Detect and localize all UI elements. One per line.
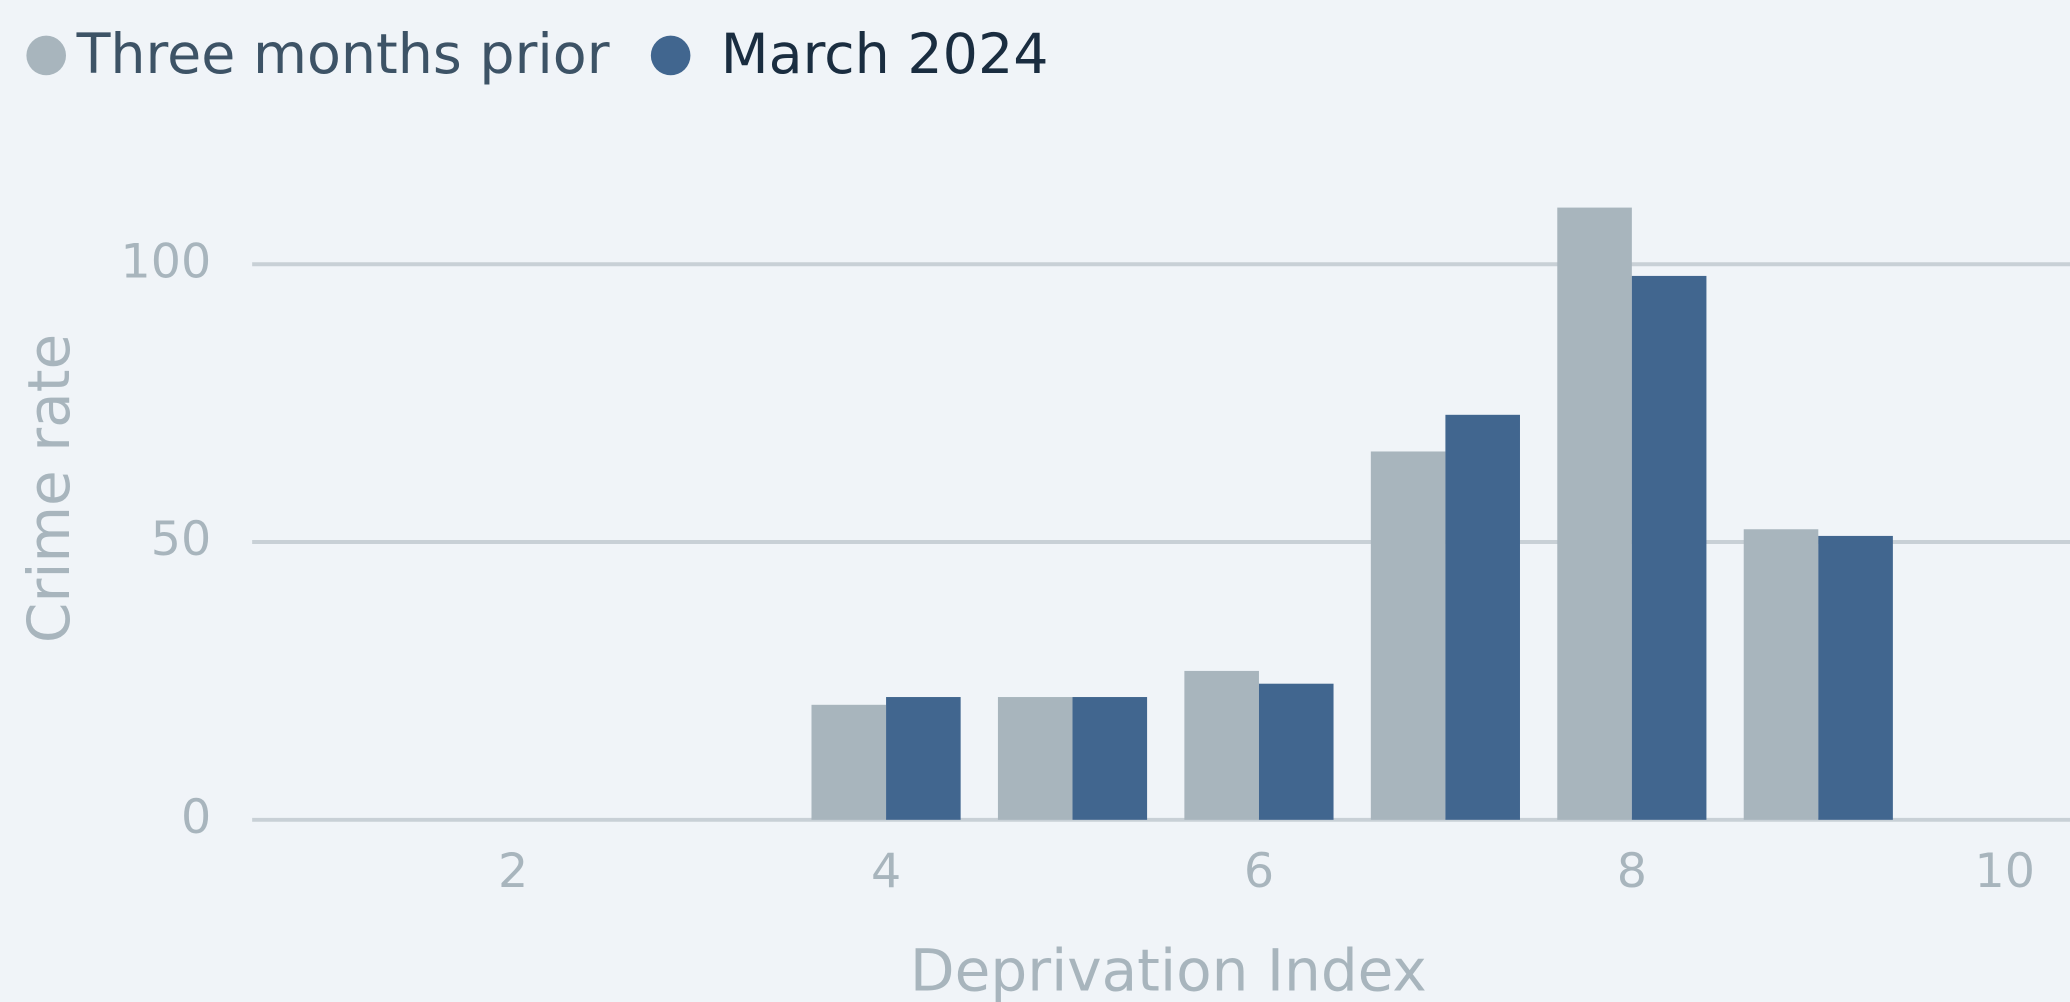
x-tick-label: 8 [1617,844,1647,899]
legend-swatch [650,35,691,76]
legend-label: Three months prior [76,23,610,87]
bar [1445,414,1520,820]
x-tick-label: 4 [871,844,901,899]
y-axis-title: Crime rate [15,334,83,643]
bar [997,697,1073,820]
x-tick-label: 6 [1244,844,1274,899]
bar [1818,535,1893,820]
bar [1370,451,1446,820]
bar [811,704,887,820]
y-tick-label: 50 [151,512,211,567]
y-tick-label: 0 [181,790,211,845]
x-axis-title: Deprivation Index [910,936,1427,1002]
x-tick-label: 10 [1975,844,2035,899]
y-tick-label: 100 [121,234,212,289]
legend-label: March 2024 [721,23,1049,87]
bar [1557,207,1632,820]
bar [1258,683,1334,820]
bar [1072,697,1148,820]
bar [1743,529,1819,820]
x-tick-label: 2 [498,844,528,899]
bar [1631,275,1707,820]
legend-swatch [26,35,67,76]
bar [1184,670,1259,820]
bar [886,697,961,820]
